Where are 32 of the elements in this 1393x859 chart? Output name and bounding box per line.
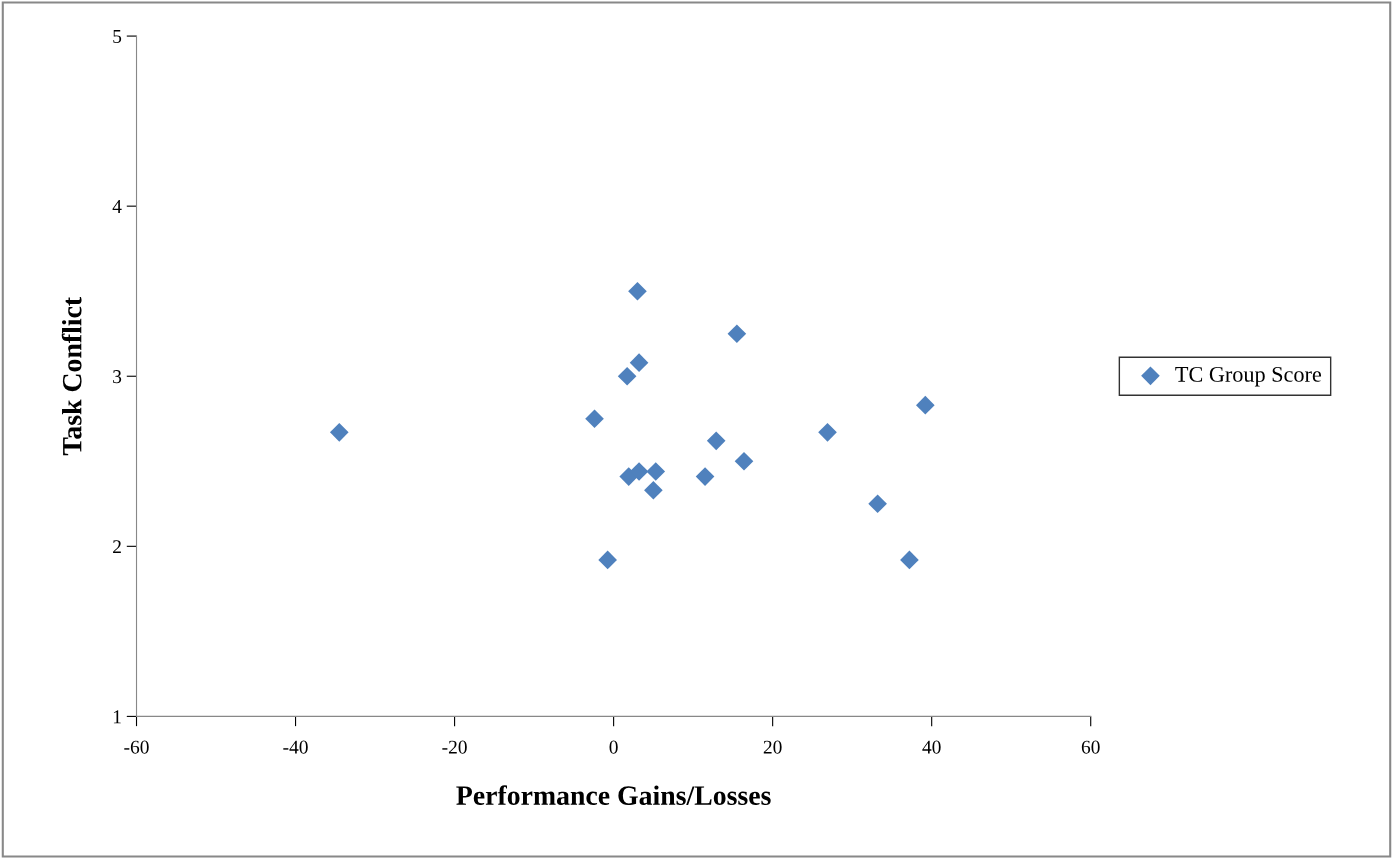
x-tick-label: -60 <box>124 740 149 754</box>
point <box>916 395 935 415</box>
point <box>900 550 919 570</box>
x-tick-label: 0 <box>609 740 618 754</box>
point <box>329 423 349 442</box>
x-tick-label: -20 <box>442 740 467 754</box>
x-tick-label: -40 <box>283 740 308 754</box>
point <box>734 451 754 471</box>
point <box>617 366 637 386</box>
y-tick-label: 2 <box>113 540 121 554</box>
y-tick-label: 1 <box>113 710 121 724</box>
x-tick-label: 40 <box>922 740 941 754</box>
y-tick-label: 5 <box>113 30 122 44</box>
point <box>646 462 666 481</box>
x-tick-label: 20 <box>763 740 782 754</box>
y-tick-label: 3 <box>113 370 122 384</box>
x-tick-label: 60 <box>1081 740 1100 754</box>
point <box>598 550 617 570</box>
point <box>644 480 663 500</box>
point <box>727 324 747 344</box>
point <box>585 409 604 429</box>
point <box>628 281 647 301</box>
point <box>818 423 837 442</box>
legend-label: TC Group Score <box>1175 366 1322 387</box>
point <box>706 431 726 451</box>
point <box>629 462 649 481</box>
point <box>868 494 887 514</box>
x-axis-title: Performance Gains/Losses <box>456 785 771 805</box>
point <box>629 353 649 372</box>
point <box>695 467 715 486</box>
y-tick-label: 4 <box>112 200 122 213</box>
y-axis-title: Task Conflict <box>61 296 82 456</box>
